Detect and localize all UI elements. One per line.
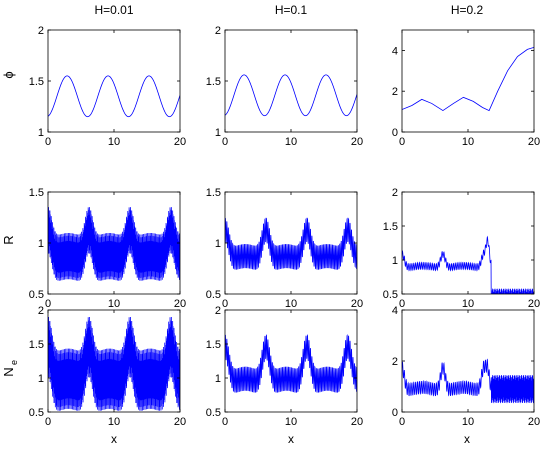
panel-r1-c1: 0 10 20 0.5 1 1.5 xyxy=(206,187,363,310)
y-tick-label: 2 xyxy=(38,305,44,317)
y-tick-label: 2 xyxy=(392,356,398,368)
x-tick-label: 20 xyxy=(528,136,540,148)
x-tick-label: 20 xyxy=(351,416,363,428)
x-tick-label: 0 xyxy=(399,136,405,148)
series-line xyxy=(48,317,180,411)
y-tick-label: 1.5 xyxy=(29,187,44,199)
axes-box xyxy=(47,29,181,133)
y-tick-label: 1 xyxy=(215,373,221,385)
x-tick-label: 10 xyxy=(108,136,120,148)
y-tick-label: 2 xyxy=(215,25,221,37)
panel-r1-c0: 0 10 20 0.5 1 1.5 xyxy=(29,187,186,310)
x-tick-label: 0 xyxy=(45,136,51,148)
xlabel-col1: x xyxy=(111,432,117,446)
y-tick-label: 2 xyxy=(392,86,398,98)
series-line xyxy=(402,46,534,112)
x-tick-label: 20 xyxy=(351,298,363,310)
panel-r2-c2: 0 10 20 0 2 4 xyxy=(392,305,540,428)
xlabel-col3: x xyxy=(464,432,470,446)
y-tick-label: 1 xyxy=(38,373,44,385)
x-tick-label: 10 xyxy=(462,136,474,148)
x-tick-label: 20 xyxy=(174,298,186,310)
panel-r2-c1: 0 10 20 0.5 1 1.5 2 xyxy=(206,305,363,428)
x-tick-label: 10 xyxy=(462,416,474,428)
x-tick-label: 0 xyxy=(222,298,228,310)
series-line xyxy=(48,207,180,281)
xlabel-col2: x xyxy=(288,432,294,446)
x-tick-label: 20 xyxy=(174,416,186,428)
y-tick-label: 0 xyxy=(392,127,398,139)
axes-box xyxy=(401,29,535,133)
panel-r0-c1: 0 10 20 1 1.5 2 xyxy=(206,25,363,148)
x-tick-label: 10 xyxy=(108,416,120,428)
y-tick-label: 0 xyxy=(392,407,398,419)
x-tick-label: 10 xyxy=(285,136,297,148)
axes-box xyxy=(224,29,358,133)
column-title-h01: H=0.1 xyxy=(275,3,308,17)
x-tick-label: 10 xyxy=(108,298,120,310)
panel-r1-c2: 0 10 20 0.5 1 1.5 2 xyxy=(383,187,540,310)
column-title-h001: H=0.01 xyxy=(94,3,133,17)
y-tick-label: 0.5 xyxy=(29,289,44,301)
x-tick-label: 0 xyxy=(45,416,51,428)
y-tick-label: 1.5 xyxy=(29,339,44,351)
panel-r0-c0: 0 10 20 1 1.5 2 xyxy=(29,25,186,148)
x-tick-label: 0 xyxy=(399,416,405,428)
y-tick-label: 1.5 xyxy=(29,76,44,88)
y-tick-label: 0.5 xyxy=(206,407,221,419)
x-tick-label: 0 xyxy=(399,298,405,310)
y-tick-label: 0.5 xyxy=(383,289,398,301)
series-line xyxy=(402,235,534,294)
y-tick-label: 1 xyxy=(392,255,398,267)
y-tick-label: 1.5 xyxy=(206,187,221,199)
y-tick-label: 1.5 xyxy=(206,339,221,351)
y-tick-label: 1.5 xyxy=(383,221,398,233)
ylabel-ne: N xyxy=(1,367,16,376)
y-tick-label: 1 xyxy=(38,127,44,139)
x-tick-label: 0 xyxy=(45,298,51,310)
series-line xyxy=(48,75,180,118)
x-tick-label: 10 xyxy=(462,298,474,310)
y-tick-label: 1 xyxy=(215,238,221,250)
axes-box xyxy=(224,191,358,295)
y-tick-label: 0.5 xyxy=(206,289,221,301)
x-tick-label: 0 xyxy=(222,136,228,148)
x-tick-label: 20 xyxy=(351,136,363,148)
x-tick-label: 10 xyxy=(285,416,297,428)
y-tick-label: 2 xyxy=(392,187,398,199)
x-tick-label: 10 xyxy=(285,298,297,310)
series-line xyxy=(225,217,357,270)
column-title-h02: H=0.2 xyxy=(451,3,484,17)
y-tick-label: 2 xyxy=(38,25,44,37)
axes-box xyxy=(224,309,358,413)
series-line xyxy=(402,358,534,404)
panel-r0-c2: 0 10 20 0 2 4 xyxy=(392,29,540,148)
x-tick-label: 20 xyxy=(174,136,186,148)
y-tick-label: 4 xyxy=(392,305,398,317)
series-line xyxy=(225,334,357,393)
ylabel-phi: ϕ xyxy=(1,71,16,78)
y-tick-label: 4 xyxy=(392,45,398,57)
y-tick-label: 0.5 xyxy=(29,407,44,419)
y-tick-label: 1.5 xyxy=(206,76,221,88)
y-tick-label: 1 xyxy=(38,238,44,250)
x-tick-label: 20 xyxy=(528,416,540,428)
x-tick-label: 20 xyxy=(528,298,540,310)
ylabel-r: R xyxy=(1,235,16,244)
y-tick-label: 2 xyxy=(215,305,221,317)
y-tick-label: 1 xyxy=(215,127,221,139)
series-line xyxy=(225,74,357,117)
panel-r2-c0: 0 10 20 0.5 1 1.5 2 xyxy=(29,305,186,428)
x-tick-label: 0 xyxy=(222,416,228,428)
axes-box xyxy=(401,191,535,295)
ylabel-ne-subscript: e xyxy=(9,360,19,365)
